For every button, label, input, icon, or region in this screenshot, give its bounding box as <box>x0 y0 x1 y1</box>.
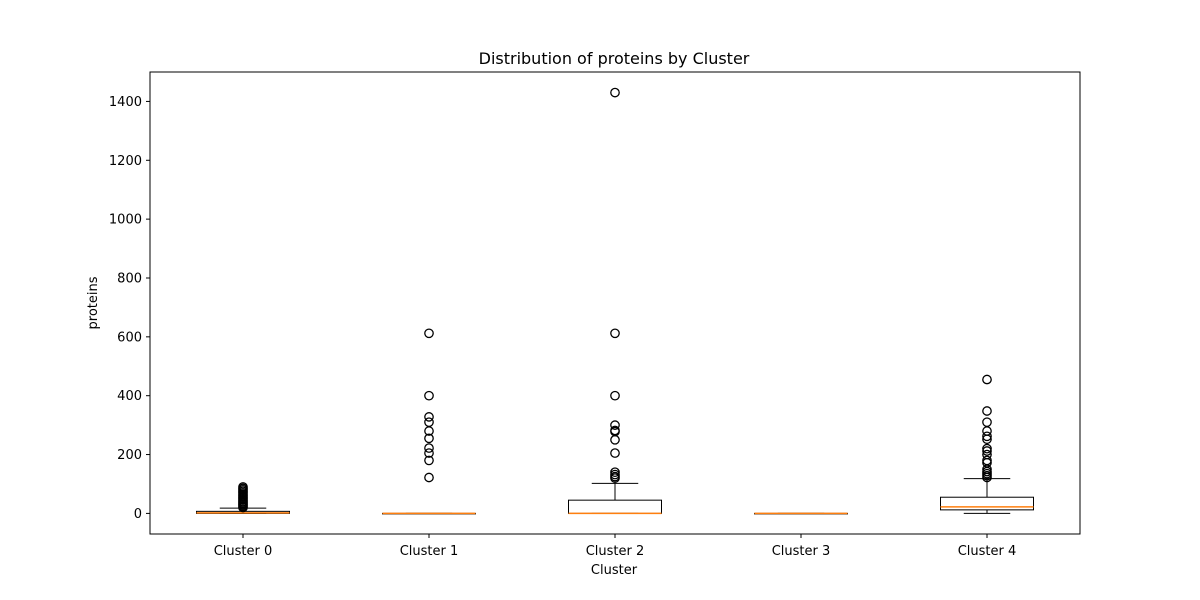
plot-area: 0 200 400 600 800 1000 1200 1400 Cluster 0 Cluste… <box>109 87 1034 559</box>
y-tick-label: 1200 <box>109 154 142 169</box>
outlier-point <box>610 390 620 401</box>
x-tick-label: Cluster 1 <box>400 544 459 559</box>
y-tick-label: 600 <box>117 330 142 345</box>
outlier-point <box>610 448 620 458</box>
outlier-point <box>424 448 434 458</box>
outlier-point <box>982 417 992 428</box>
plot-frame <box>149 71 1081 535</box>
outlier-point <box>610 434 620 445</box>
outlier-point <box>982 374 992 385</box>
outlier-point <box>424 472 434 483</box>
outlier-point <box>424 417 434 428</box>
outlier-point <box>424 328 434 339</box>
outlier-point <box>424 443 434 453</box>
x-tick-label: Cluster 4 <box>958 544 1017 559</box>
chart-title: Distribution of proteins by Cluster <box>479 49 750 68</box>
y-tick-label: 400 <box>117 389 142 404</box>
outlier-point <box>982 426 992 436</box>
iqr-box <box>568 499 662 514</box>
outlier-point <box>424 433 434 444</box>
outlier-point <box>424 455 434 466</box>
outlier-point <box>610 425 620 436</box>
y-axis-label: proteins <box>86 276 101 329</box>
outlier-point <box>610 87 620 98</box>
outlier-point <box>982 455 992 466</box>
y-tick-label: 0 <box>134 507 142 522</box>
outlier-point <box>982 406 992 416</box>
y-tick-label: 1000 <box>109 213 142 228</box>
x-axis-label: Cluster <box>591 563 638 578</box>
outlier-point <box>424 412 434 422</box>
outlier-point <box>610 467 620 478</box>
outlier-point <box>424 390 434 401</box>
x-tick-label: Cluster 2 <box>586 544 645 559</box>
y-tick-label: 800 <box>117 271 142 286</box>
outlier-point <box>982 449 992 460</box>
x-tick-label: Cluster 0 <box>214 544 273 559</box>
outlier-point <box>238 482 248 492</box>
outlier-point <box>610 328 620 339</box>
y-tick-label: 200 <box>117 448 142 463</box>
x-tick-label: Cluster 3 <box>772 544 831 559</box>
outlier-point <box>610 420 620 430</box>
outlier-point <box>982 443 992 454</box>
iqr-box <box>940 496 1034 511</box>
y-tick-label: 1400 <box>109 95 142 110</box>
outlier-point <box>982 431 992 442</box>
